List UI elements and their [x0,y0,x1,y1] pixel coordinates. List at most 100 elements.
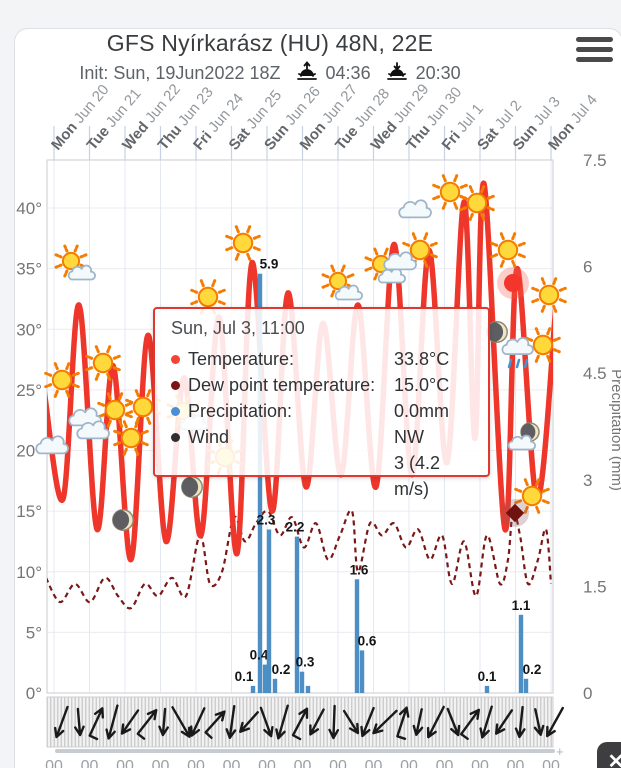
svg-text:25°: 25° [16,381,42,400]
cloud-icon [377,267,406,284]
svg-text:4.5: 4.5 [583,364,607,383]
series-dot-icon [171,433,180,442]
tooltip-row-label: Wind [188,427,230,447]
sun-icon [54,244,88,278]
sunrise-icon [296,61,317,80]
tooltip-title: Sun, Jul 3, 11:00 [171,318,305,338]
svg-text:7.5: 7.5 [583,151,607,170]
tooltip-row-value: 33.8°C [394,349,450,369]
chart-scrollbar[interactable]: + [55,744,564,759]
svg-text:2.3: 2.3 [257,513,276,528]
selected-dew-point-marker[interactable] [501,499,529,527]
svg-text:6: 6 [583,258,592,277]
svg-text:00: 00 [187,758,205,768]
series-dot-icon [171,407,180,416]
moon-cloud-icon [507,422,540,451]
cloud-icon [35,435,69,455]
svg-text:00: 00 [329,758,347,768]
svg-text:00: 00 [542,758,560,768]
series-dot-icon [171,355,180,364]
tooltip-row: Temperature: 33.8°C [171,346,474,372]
svg-text:00: 00 [365,758,383,768]
sun-icon [321,264,355,298]
svg-text:15°: 15° [16,502,42,521]
svg-text:00: 00 [258,758,276,768]
sun-cloud-icon [321,264,363,301]
close-icon: ✕ [607,750,621,768]
cloud-icon [67,264,96,281]
menu-button[interactable] [576,37,613,63]
rain-cloud-icon [501,337,534,369]
svg-text:00: 00 [400,758,418,768]
svg-text:0.3: 0.3 [296,655,315,670]
tooltip-row: Dew point temperature: 15.0°C [171,372,474,398]
selected-temperature-marker[interactable] [497,267,529,299]
sun-icon [224,224,262,262]
sun-icon [458,184,496,222]
svg-text:+: + [556,744,564,759]
svg-text:00: 00 [294,758,312,768]
svg-text:00: 00 [436,758,454,768]
svg-text:5°: 5° [26,623,42,642]
svg-text:00: 00 [45,758,63,768]
svg-text:30°: 30° [16,320,42,339]
sun-icon [513,477,551,515]
sun-icon [530,276,568,314]
svg-text:00: 00 [116,758,134,768]
sun-icon [96,391,134,429]
chart-header: GFS Nyírkarász (HU) 48N, 22E Init: Sun, … [15,30,525,84]
cloud-icon [383,251,417,271]
sun-icon [84,344,122,382]
precipitation-axis-title: Precipitation (mm) [608,369,621,491]
close-button[interactable]: ✕ [597,742,621,768]
cloud-icon [76,420,110,440]
svg-text:0.2: 0.2 [523,662,542,677]
tooltip-row: Precipitation: 0.0mm [171,398,474,424]
svg-text:0.2: 0.2 [272,662,291,677]
svg-text:0°: 0° [26,684,42,703]
tooltip-row-value: 15.0°C [394,375,450,395]
moon-icon [520,422,540,442]
svg-text:1.6: 1.6 [350,562,369,577]
chart-subtitle: Init: Sun, 19Jun2022 18Z 04:36 [15,61,525,84]
svg-text:20°: 20° [16,442,42,461]
svg-text:0.1: 0.1 [235,669,254,684]
sunset-time: 20:30 [415,63,461,83]
svg-text:0: 0 [583,684,592,703]
svg-text:0.6: 0.6 [358,633,377,648]
tooltip-row-value: NW 3 (4.2 m/s) [394,427,441,499]
tooltip-row-value: 0.0mm [394,401,450,421]
temperature-axis: 0° 5° 10° 15° 20° 25° 30° 35° 40° [16,199,42,703]
sun-icon [43,361,81,399]
chart-title: GFS Nyírkarász (HU) 48N, 22E [106,30,434,56]
svg-text:00: 00 [507,758,525,768]
hour-axis-labels: 00 00 00 00 00 00 00 00 00 00 00 00 00 00 00 [45,758,560,768]
svg-text:10°: 10° [16,563,42,582]
moon-icon [181,476,203,498]
svg-text:00: 00 [223,758,241,768]
svg-text:2.2: 2.2 [286,520,305,535]
sun-icon [112,419,150,457]
sunset-icon [386,62,407,80]
moon-icon [112,509,134,531]
svg-text:00: 00 [471,758,489,768]
tooltip-row: Wind NW 3 (4.2 m/s) [171,424,474,502]
tooltip-rows: Temperature: 33.8°C Dew point temperature:… [171,346,474,502]
svg-text:00: 00 [152,758,170,768]
tooltip-row-label: Dew point temperature: [188,375,376,395]
wind-barb-band [46,696,564,748]
cloud-icon [398,199,432,219]
tooltip-row-label: Precipitation: [188,401,293,421]
init-label: Init: Sun, 19Jun2022 18Z [79,63,281,83]
sun-cloud-icon [54,244,96,281]
svg-text:0.1: 0.1 [478,669,497,684]
cloud-icon [507,434,536,451]
cloud-icon [501,337,534,355]
svg-text:3: 3 [583,471,592,490]
svg-text:35°: 35° [16,260,42,279]
data-tooltip: Sun, Jul 3, 11:00 Temperature: 33.8°C Dew … [153,307,490,499]
svg-text:40°: 40° [16,199,42,218]
